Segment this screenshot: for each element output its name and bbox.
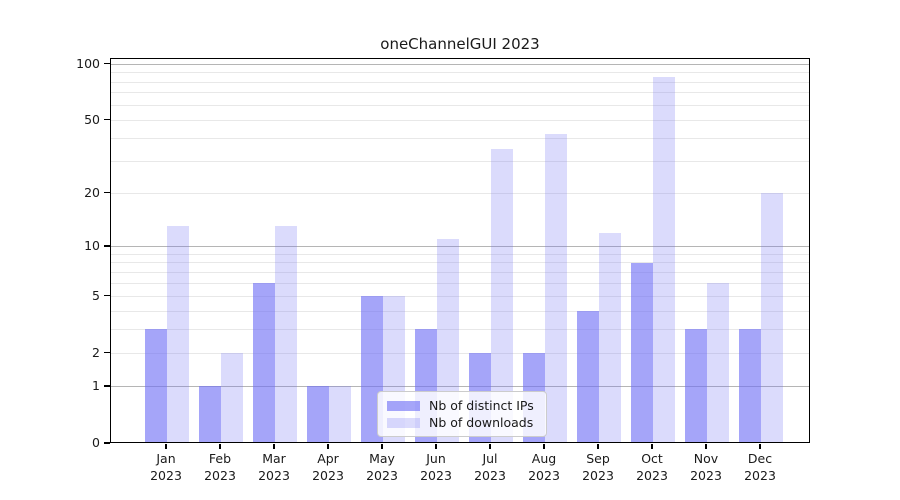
x-tick-label-oct: Oct 2023 [636,451,668,483]
x-tick-mark [381,443,383,449]
y-tick-mark [104,385,110,387]
bar-distinct-ips-oct [631,262,653,442]
gridline [111,104,809,106]
gridline [111,310,809,312]
y-tick-label: 100 [76,55,100,71]
x-tick-label-may: May 2023 [366,451,398,483]
gridline [111,282,809,284]
gridline [111,92,809,94]
gridline [111,119,809,121]
x-tick-mark [489,443,491,449]
bar-downloads-sep [599,232,621,442]
x-tick-label-apr: Apr 2023 [312,451,344,483]
gridline [111,386,809,387]
y-tick-label: 5 [92,287,100,303]
y-tick-label: 1 [92,378,100,393]
x-tick-label-dec: Dec 2023 [744,451,776,483]
legend: Nb of distinct IPs Nb of downloads [377,391,547,437]
gridline [111,295,809,297]
gridline [111,192,809,194]
bar-downloads-mar [275,226,297,442]
gridline [111,272,809,273]
y-tick-label: 50 [84,111,100,127]
bar-downloads-apr [329,386,351,442]
bar-distinct-ips-apr [307,386,329,442]
bar-downloads-jan [167,226,189,442]
y-tick-mark [104,245,110,247]
x-tick-mark [327,443,329,449]
x-tick-label-jul: Jul 2023 [474,451,506,483]
x-tick-mark [543,443,545,449]
y-tick-mark [104,62,110,65]
gridline [111,160,809,162]
gridline [111,137,809,139]
x-tick-mark [705,443,707,449]
y-tick-label: 10 [84,237,100,253]
gridline [111,245,809,247]
bar-distinct-ips-sep [577,311,599,442]
legend-item-downloads: Nb of downloads [387,415,537,430]
gridline [111,72,809,74]
legend-swatch-downloads [387,417,420,428]
bar-downloads-nov [707,283,729,442]
chart-title: oneChannelGUI 2023 [380,35,540,53]
y-tick-mark [104,442,110,444]
bar-downloads-jul [491,148,513,442]
x-tick-label-nov: Nov 2023 [690,451,722,483]
y-tick-mark [104,191,110,194]
bar-distinct-ips-jan [145,329,167,442]
x-tick-mark [435,443,437,449]
x-tick-mark [165,443,167,449]
x-tick-label-jun: Jun 2023 [420,451,452,483]
x-tick-mark [759,443,761,449]
gridline [111,329,809,330]
legend-item-distinct-ips: Nb of distinct IPs [387,398,537,413]
x-tick-label-aug: Aug 2023 [528,451,560,483]
x-tick-label-sep: Sep 2023 [582,451,614,483]
gridline [111,262,809,264]
gridline [111,253,809,255]
x-tick-label-feb: Feb 2023 [204,451,236,483]
bar-downloads-aug [545,134,567,442]
y-tick-label: 2 [92,344,100,360]
bar-downloads-feb [221,353,243,442]
y-tick-mark [104,351,110,354]
y-tick-label: 20 [84,184,100,200]
plot-area [110,58,810,443]
legend-swatch-distinct-ips [387,400,420,411]
bar-distinct-ips-mar [253,283,275,442]
x-tick-mark [273,443,275,449]
y-tick-mark [104,118,110,121]
gridline [111,63,809,65]
gridline [111,81,809,83]
bar-distinct-ips-nov [685,329,707,442]
x-tick-mark [651,443,653,449]
bar-downloads-oct [653,77,675,442]
legend-label-distinct-ips: Nb of distinct IPs [429,398,534,413]
y-tick-label: 0 [92,435,100,450]
x-tick-label-jan: Jan 2023 [150,451,182,483]
gridline [111,352,809,354]
y-tick-mark [104,294,110,297]
x-tick-label-mar: Mar 2023 [258,451,290,483]
bar-distinct-ips-feb [199,386,221,442]
x-tick-mark [597,443,599,449]
x-tick-mark [219,443,221,449]
bar-distinct-ips-dec [739,329,761,442]
legend-label-downloads: Nb of downloads [429,415,534,430]
bar-downloads-dec [761,193,783,442]
